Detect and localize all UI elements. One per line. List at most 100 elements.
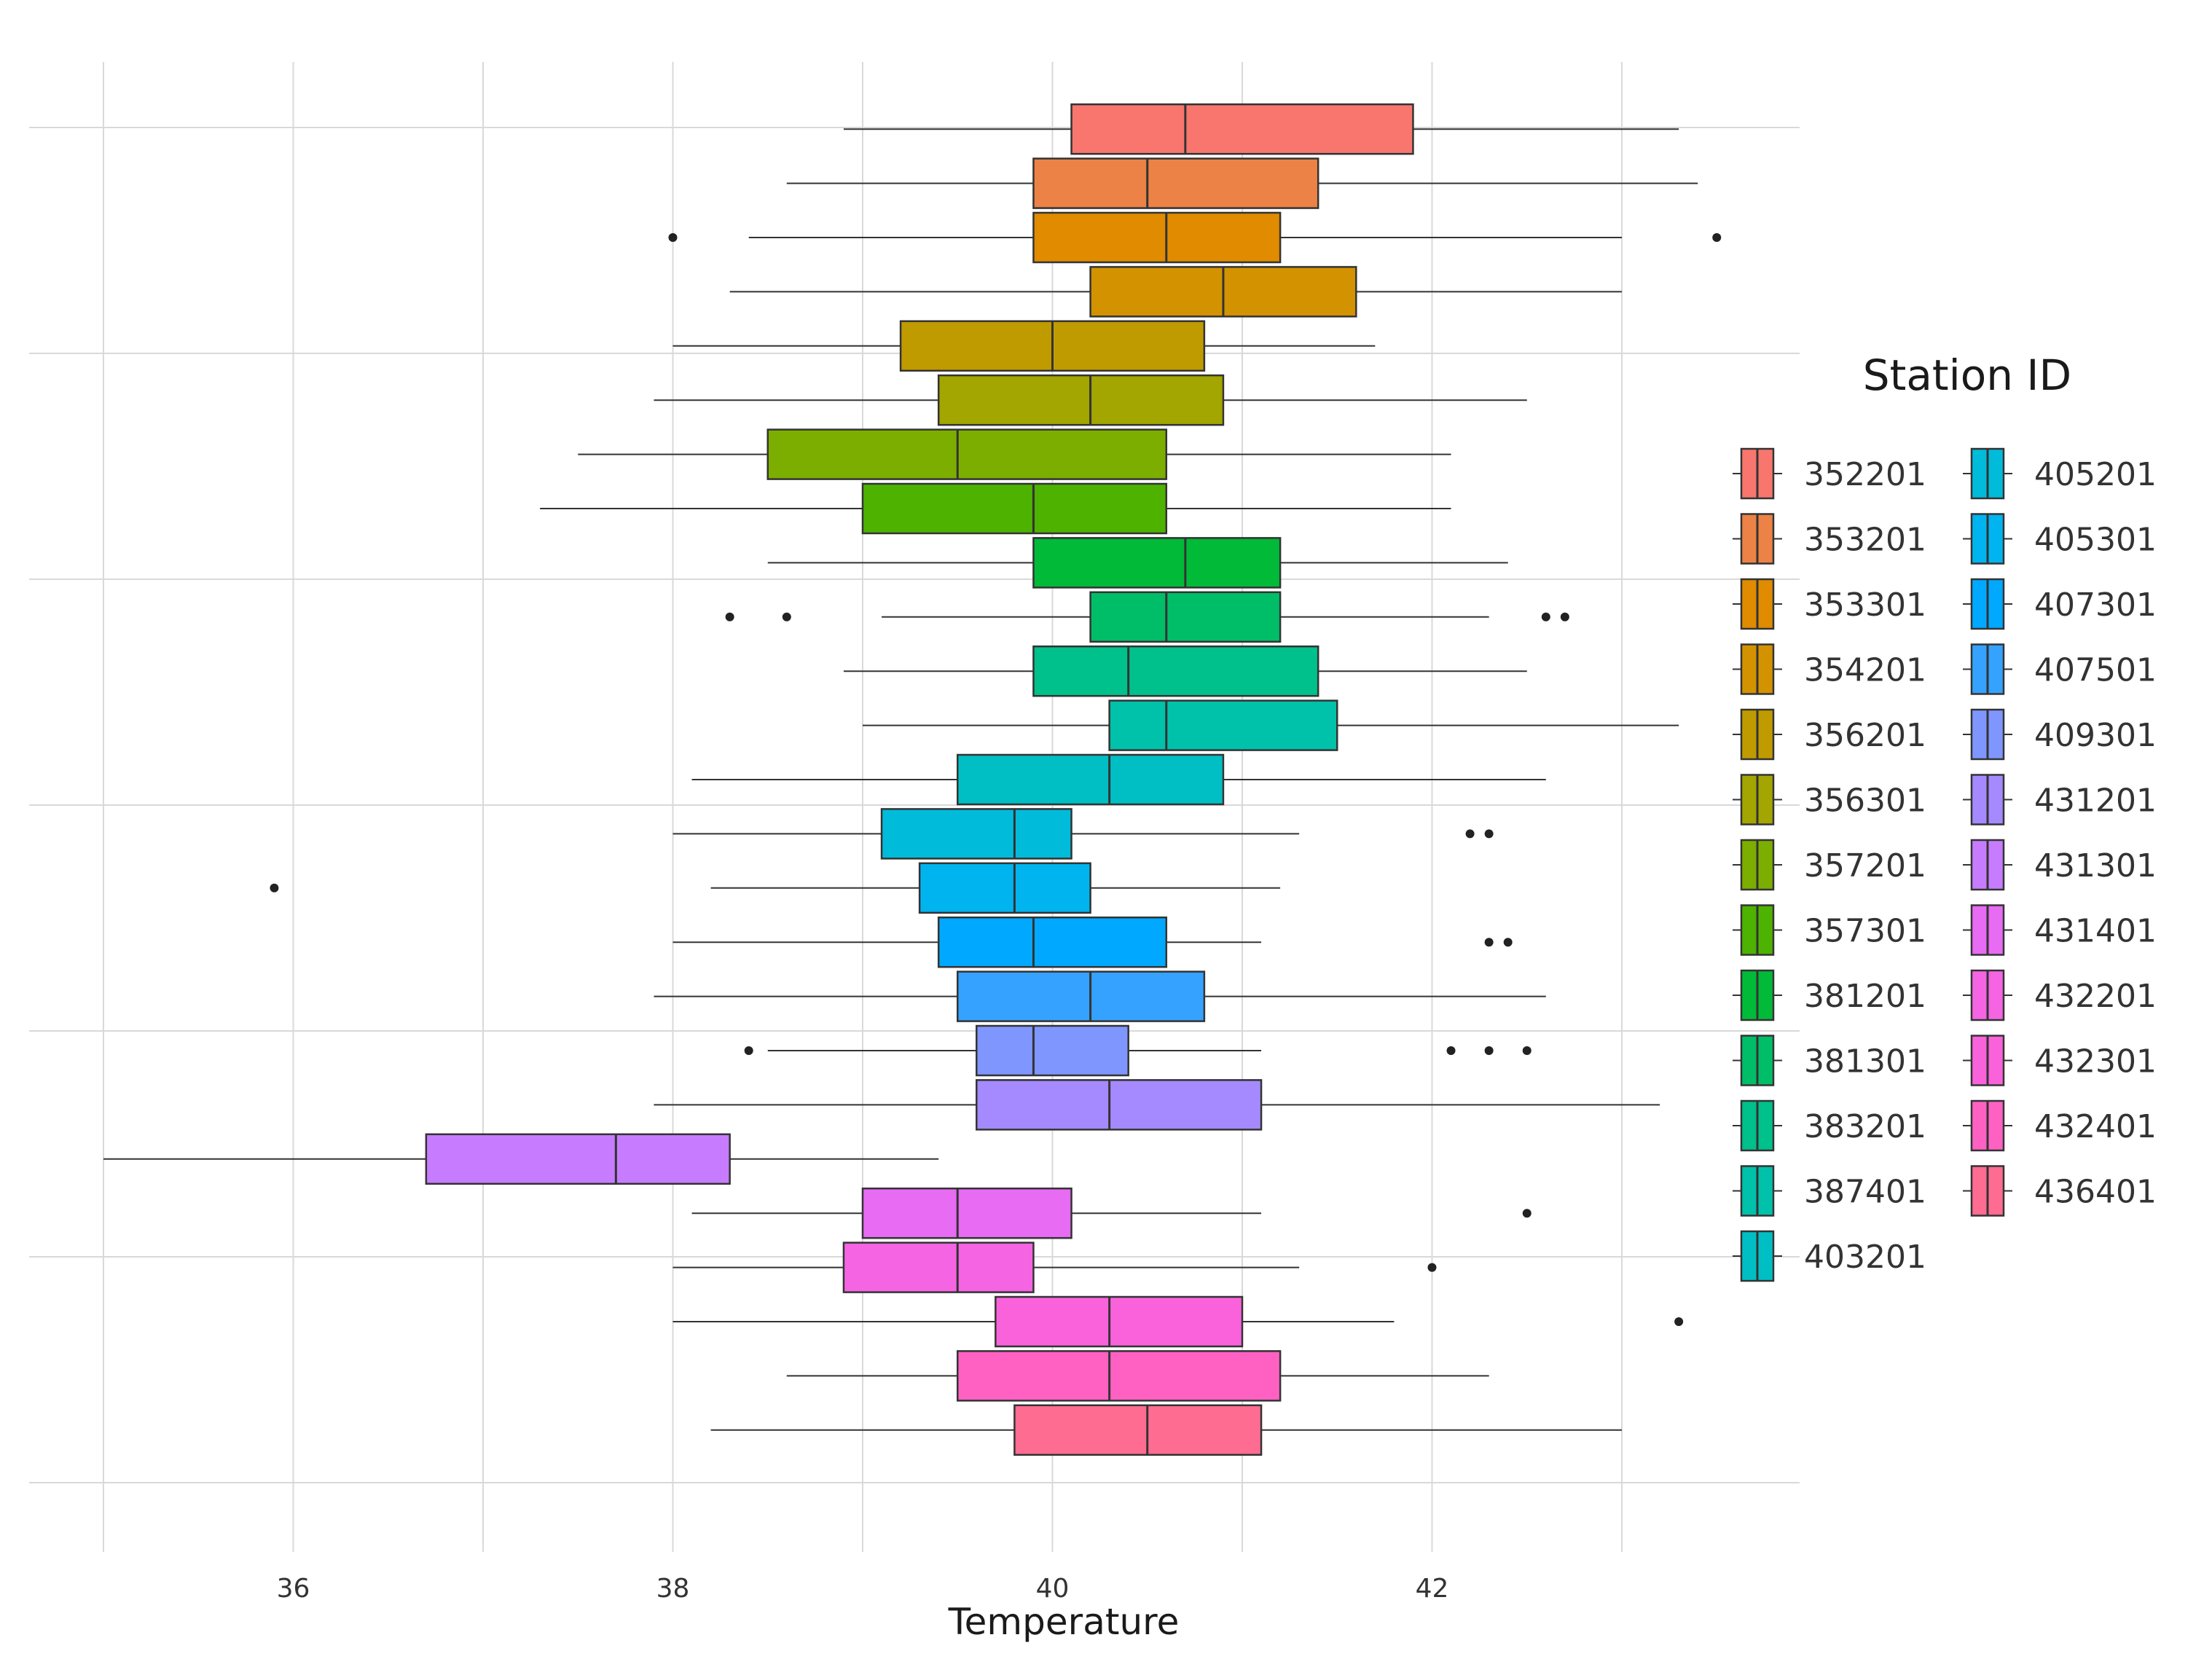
legend-item-387401: 387401 [1733, 1165, 1926, 1217]
box-iqr [1013, 1404, 1263, 1456]
legend-label: 431201 [2034, 782, 2157, 820]
outlier-point [1674, 1317, 1684, 1326]
legend-item-352201: 352201 [1733, 447, 1926, 500]
legend-item-432401: 432401 [1963, 1099, 2157, 1152]
box-381301 [725, 591, 1569, 643]
x-tick-label: 40 [1036, 1574, 1070, 1604]
legend-label: 381201 [1804, 978, 1926, 1015]
legend-item-381301: 381301 [1733, 1035, 1926, 1086]
legend-item-381201: 381201 [1733, 969, 1926, 1021]
box-431201 [654, 1079, 1660, 1131]
box-354201 [729, 266, 1622, 318]
legend-label: 403201 [1804, 1239, 1926, 1276]
legend-item-357201: 357201 [1733, 839, 1926, 891]
legend-item-405201: 405201 [1963, 447, 2157, 500]
box-432401 [786, 1350, 1489, 1402]
box-iqr [1032, 211, 1282, 264]
box-432201 [672, 1242, 1437, 1293]
legend-label: 405201 [2034, 456, 2157, 493]
legend-label: 436401 [2034, 1174, 2157, 1211]
box-iqr [1089, 591, 1282, 643]
legend-label: 354201 [1804, 652, 1926, 689]
outlier-point [1560, 612, 1569, 621]
box-431301 [103, 1133, 939, 1185]
outlier-point [1465, 829, 1475, 839]
legend-item-431301: 431301 [1963, 839, 2157, 891]
legend-item-356201: 356201 [1733, 708, 1926, 761]
box-iqr [957, 753, 1225, 806]
box-iqr [1108, 699, 1338, 751]
legend-item-432301: 432301 [1963, 1035, 2157, 1086]
box-407501 [654, 970, 1546, 1022]
box-357301 [540, 482, 1451, 535]
x-tick-label: 38 [656, 1574, 690, 1604]
legend-item-405301: 405301 [1963, 513, 2157, 565]
box-iqr [1070, 103, 1414, 155]
box-357201 [578, 428, 1451, 480]
legend-label: 405301 [2034, 522, 2157, 559]
boxes [103, 103, 1722, 1456]
legend-label: 356201 [1804, 717, 1926, 754]
outlier-point [1484, 938, 1494, 947]
legend-item-432201: 432201 [1963, 969, 2157, 1021]
box-352201 [843, 103, 1679, 155]
legend-label: 357301 [1804, 913, 1926, 950]
legend-item-357301: 357301 [1733, 904, 1926, 956]
box-iqr [976, 1079, 1263, 1131]
box-iqr [880, 808, 1072, 860]
legend-label: 353301 [1804, 587, 1926, 624]
legend-item-383201: 383201 [1733, 1099, 1926, 1152]
box-iqr [918, 862, 1091, 914]
box-iqr [976, 1024, 1129, 1077]
box-iqr [861, 482, 1168, 535]
legend-item-431401: 431401 [1963, 904, 2157, 956]
legend-item-409301: 409301 [1963, 708, 2157, 761]
box-356201 [672, 320, 1376, 372]
legend-label: 432301 [2034, 1043, 2157, 1080]
box-381201 [767, 537, 1508, 589]
box-iqr [766, 428, 1168, 480]
box-431401 [691, 1187, 1531, 1239]
box-432301 [672, 1295, 1684, 1348]
legend-item-436401: 436401 [1963, 1165, 2157, 1217]
legend-label: 357201 [1804, 847, 1926, 885]
box-405301 [270, 862, 1281, 914]
grid [29, 62, 1800, 1552]
legend-label: 352201 [1804, 456, 1926, 493]
x-tick-label: 42 [1416, 1574, 1449, 1604]
outlier-point [1484, 1046, 1494, 1055]
outlier-point [668, 233, 678, 242]
legend-item-353201: 353201 [1733, 513, 1926, 565]
box-436401 [710, 1404, 1622, 1456]
outlier-point [1522, 1046, 1531, 1055]
outlier-point [782, 612, 791, 621]
outlier-point [1503, 938, 1513, 947]
box-387401 [863, 699, 1679, 751]
box-407301 [672, 916, 1513, 968]
legend-item-353301: 353301 [1733, 578, 1926, 630]
legend-label: 356301 [1804, 782, 1926, 820]
legend-label: 387401 [1804, 1174, 1926, 1211]
legend-label: 407301 [2034, 587, 2157, 624]
box-iqr [957, 1350, 1282, 1402]
box-iqr [425, 1133, 731, 1185]
box-409301 [744, 1024, 1531, 1077]
legend-item-407301: 407301 [1963, 578, 2157, 630]
box-iqr [937, 916, 1168, 968]
legend-item-354201: 354201 [1733, 643, 1926, 695]
box-iqr [937, 374, 1225, 426]
legend-label: 432401 [2034, 1108, 2157, 1145]
legend-label: 431401 [2034, 913, 2157, 950]
outlier-point [1541, 612, 1550, 621]
box-iqr [1032, 157, 1319, 209]
box-383201 [843, 645, 1527, 697]
box-353301 [668, 211, 1722, 264]
outlier-point [270, 883, 279, 893]
outlier-point [1484, 829, 1494, 839]
box-405201 [672, 808, 1494, 860]
box-iqr [1032, 537, 1282, 589]
x-tick-label: 36 [277, 1574, 310, 1604]
legend-label: 353201 [1804, 522, 1926, 559]
outlier-point [1712, 233, 1722, 242]
